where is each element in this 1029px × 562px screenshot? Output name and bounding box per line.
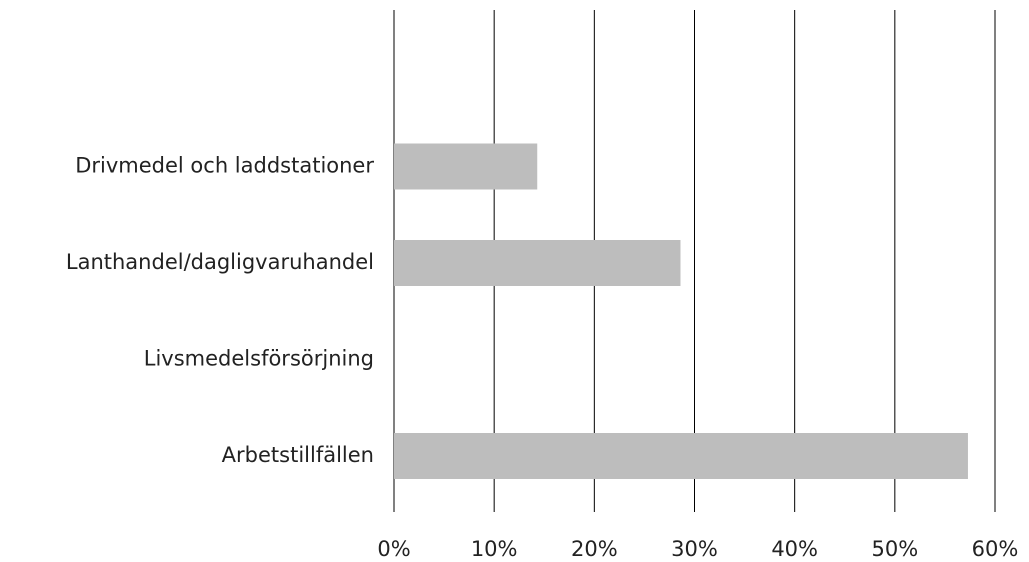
x-tick-label: 30% [671, 537, 718, 561]
x-tick-label: 10% [471, 537, 518, 561]
bar [394, 240, 681, 286]
y-tick-label: Arbetstillfällen [222, 443, 374, 467]
x-tick-label: 20% [571, 537, 618, 561]
y-tick-label: Drivmedel och laddstationer [75, 154, 374, 178]
bar [394, 143, 538, 190]
x-tick-label: 50% [871, 537, 918, 561]
y-tick-label: Livsmedelsförsörjning [144, 347, 374, 371]
y-tick-label: Lanthandel/dagligvaruhandel [66, 250, 374, 274]
bar [394, 433, 968, 479]
x-tick-label: 40% [771, 537, 818, 561]
x-tick-label: 0% [377, 537, 410, 561]
x-tick-label: 60% [972, 537, 1019, 561]
